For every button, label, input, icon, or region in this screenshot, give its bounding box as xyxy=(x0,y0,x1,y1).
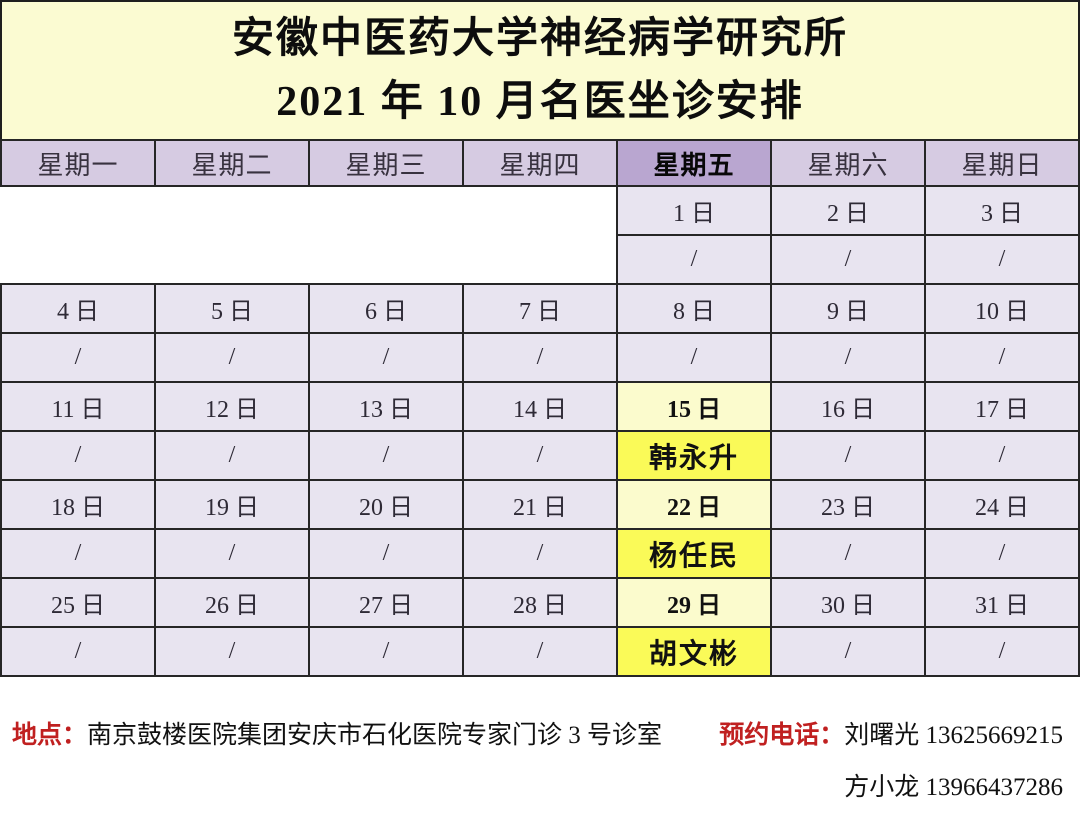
slot-cell: / xyxy=(308,430,464,481)
slot-cell: / xyxy=(924,234,1080,285)
date-cell: 4 日 xyxy=(0,283,156,334)
slot-cell: / xyxy=(616,234,772,285)
date-cell: 14 日 xyxy=(462,381,618,432)
footer-line2: 方小龙 13966437286 xyxy=(12,767,1063,803)
weekday-header-row: 星期一 星期二 星期三 星期四 星期五 星期六 星期日 xyxy=(0,139,1080,187)
date-cell: 8 日 xyxy=(616,283,772,334)
title-banner: 安徽中医药大学神经病学研究所 2021 年 10 月名医坐诊安排 xyxy=(0,0,1080,139)
slot-cell: / xyxy=(924,430,1080,481)
week1-date-row: 1 日 2 日 3 日 xyxy=(0,185,1080,285)
slot-cell: / xyxy=(308,626,464,677)
slot-cell: / xyxy=(154,528,310,579)
contact-2: 方小龙 13966437286 xyxy=(844,774,1063,801)
date-cell: 25 日 xyxy=(0,577,156,628)
week5-slot-row: / / / / 胡文彬 / / xyxy=(0,626,1080,677)
date-cell: 1 日 xyxy=(616,185,772,236)
slot-cell: / xyxy=(0,430,156,481)
contact-1: 刘曙光 13625669215 xyxy=(844,722,1063,749)
date-cell: 10 日 xyxy=(924,283,1080,334)
friday-date-cell: 29 日 xyxy=(616,577,772,628)
slot-cell: / xyxy=(462,528,618,579)
weekday-thursday: 星期四 xyxy=(462,139,618,187)
date-cell: 16 日 xyxy=(770,381,926,432)
slot-cell: / xyxy=(0,528,156,579)
date-cell: 27 日 xyxy=(308,577,464,628)
slot-cell: / xyxy=(616,332,772,383)
booking-phone-info: 预约电话：刘曙光 13625669215 xyxy=(719,715,1063,751)
week2-slot-row: / / / / / / / xyxy=(0,332,1080,383)
date-cell: 13 日 xyxy=(308,381,464,432)
slot-cell: / xyxy=(770,430,926,481)
weekday-tuesday: 星期二 xyxy=(154,139,310,187)
date-cell: 2 日 xyxy=(770,185,926,236)
date-cell: 18 日 xyxy=(0,479,156,530)
friday-date-cell: 15 日 xyxy=(616,381,772,432)
date-cell: 23 日 xyxy=(770,479,926,530)
slot-cell: / xyxy=(0,626,156,677)
location-text: 南京鼓楼医院集团安庆市石化医院专家门诊 3 号诊室 xyxy=(87,722,663,749)
date-cell: 6 日 xyxy=(308,283,464,334)
slot-cell: / xyxy=(308,332,464,383)
date-cell: 28 日 xyxy=(462,577,618,628)
date-cell: 24 日 xyxy=(924,479,1080,530)
date-cell: 7 日 xyxy=(462,283,618,334)
slot-cell: / xyxy=(154,332,310,383)
week3-slot-row: / / / / 韩永升 / / xyxy=(0,430,1080,481)
date-cell: 20 日 xyxy=(308,479,464,530)
schedule-table: 星期一 星期二 星期三 星期四 星期五 星期六 星期日 1 日 2 日 3 日 … xyxy=(0,139,1080,677)
date-cell: 3 日 xyxy=(924,185,1080,236)
week4-slot-row: / / / / 杨任民 / / xyxy=(0,528,1080,579)
slot-cell: / xyxy=(308,528,464,579)
empty-leading-days-cell xyxy=(0,185,618,285)
doctor-cell-hanyongsheng: 韩永升 xyxy=(616,430,772,481)
date-cell: 26 日 xyxy=(154,577,310,628)
footer-line1: 地点：南京鼓楼医院集团安庆市石化医院专家门诊 3 号诊室 预约电话：刘曙光 13… xyxy=(12,715,1063,751)
slot-cell: / xyxy=(924,626,1080,677)
slot-cell: / xyxy=(770,528,926,579)
date-cell: 12 日 xyxy=(154,381,310,432)
slot-cell: / xyxy=(154,430,310,481)
friday-date-cell: 22 日 xyxy=(616,479,772,530)
date-cell: 17 日 xyxy=(924,381,1080,432)
slot-cell: / xyxy=(770,626,926,677)
week4-date-row: 18 日 19 日 20 日 21 日 22 日 23 日 24 日 xyxy=(0,479,1080,530)
doctor-cell-yangrenmin: 杨任民 xyxy=(616,528,772,579)
weekday-saturday: 星期六 xyxy=(770,139,926,187)
weekday-wednesday: 星期三 xyxy=(308,139,464,187)
week2-date-row: 4 日 5 日 6 日 7 日 8 日 9 日 10 日 xyxy=(0,283,1080,334)
schedule-subtitle: 2021 年 10 月名医坐诊安排 xyxy=(276,78,804,125)
date-cell: 31 日 xyxy=(924,577,1080,628)
slot-cell: / xyxy=(462,626,618,677)
date-cell: 30 日 xyxy=(770,577,926,628)
weekday-friday-highlighted: 星期五 xyxy=(616,139,772,187)
weekday-sunday: 星期日 xyxy=(924,139,1080,187)
slot-cell: / xyxy=(924,528,1080,579)
slot-cell: / xyxy=(462,332,618,383)
week5-date-row: 25 日 26 日 27 日 28 日 29 日 30 日 31 日 xyxy=(0,577,1080,628)
date-cell: 19 日 xyxy=(154,479,310,530)
date-cell: 9 日 xyxy=(770,283,926,334)
date-cell: 21 日 xyxy=(462,479,618,530)
location-label: 地点： xyxy=(12,722,88,749)
institute-title: 安徽中医药大学神经病学研究所 xyxy=(231,16,848,63)
week1-slot-row: / / / xyxy=(1,234,1080,285)
doctor-cell-huwenbin: 胡文彬 xyxy=(616,626,772,677)
slot-cell: / xyxy=(462,430,618,481)
date-cell: 11 日 xyxy=(0,381,156,432)
date-cell: 5 日 xyxy=(154,283,310,334)
week3-date-row: 11 日 12 日 13 日 14 日 15 日 16 日 17 日 xyxy=(0,381,1080,432)
slot-cell: / xyxy=(770,234,926,285)
slot-cell: / xyxy=(770,332,926,383)
slot-cell: / xyxy=(154,626,310,677)
location-info: 地点：南京鼓楼医院集团安庆市石化医院专家门诊 3 号诊室 xyxy=(12,715,662,751)
slot-cell: / xyxy=(924,332,1080,383)
weekday-monday: 星期一 xyxy=(0,139,156,187)
slot-cell: / xyxy=(0,332,156,383)
phone-label: 预约电话： xyxy=(719,722,845,749)
footer-info: 地点：南京鼓楼医院集团安庆市石化医院专家门诊 3 号诊室 预约电话：刘曙光 13… xyxy=(0,677,1080,803)
